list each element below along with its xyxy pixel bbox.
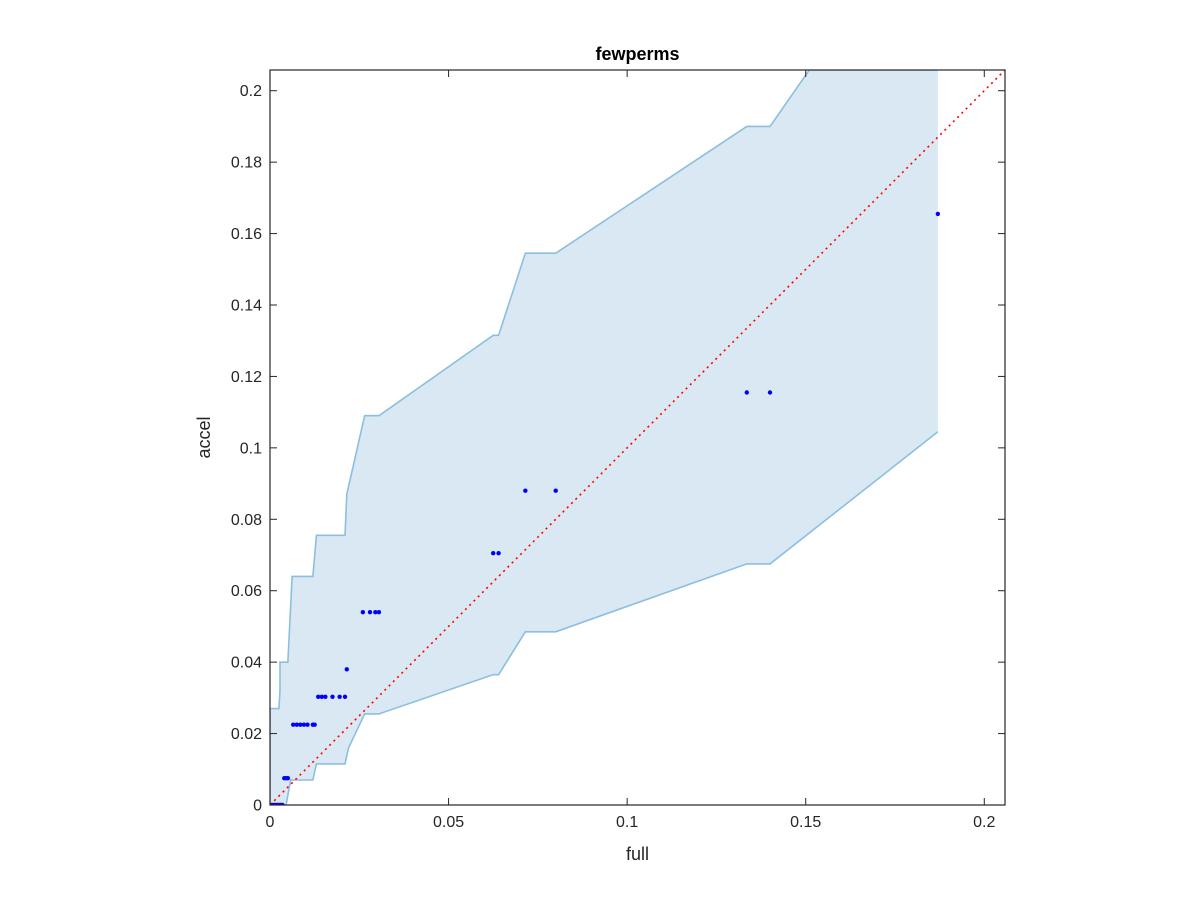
data-point xyxy=(298,722,303,727)
y-tick-label: 0 xyxy=(253,798,262,815)
data-point xyxy=(367,609,373,615)
data-point xyxy=(301,722,307,727)
x-tick-label: 0 xyxy=(266,814,275,831)
x-tick-label: 0.15 xyxy=(790,814,821,831)
y-tick-label: 0.16 xyxy=(231,226,262,243)
x-tick-label: 0.05 xyxy=(433,814,464,831)
x-tick-label: 0.1 xyxy=(616,814,638,831)
data-point xyxy=(319,694,324,699)
y-tick-label: 0.1 xyxy=(240,440,262,457)
plot-area xyxy=(270,70,1005,805)
chart-title: fewperms xyxy=(595,44,679,64)
data-point xyxy=(312,722,317,727)
data-point xyxy=(342,694,348,699)
data-point xyxy=(285,776,291,781)
x-tick-label: 0.2 xyxy=(973,814,995,831)
tick-marks xyxy=(269,70,1005,806)
axes-box xyxy=(269,69,1006,806)
data-point xyxy=(553,488,558,493)
data-point xyxy=(323,694,328,699)
band-upper-edge xyxy=(270,70,938,710)
y-tick-label: 0.2 xyxy=(240,83,262,100)
band-lower-edge xyxy=(270,431,939,805)
data-point xyxy=(344,667,349,672)
data-point xyxy=(291,722,296,727)
data-point xyxy=(316,694,321,699)
data-point xyxy=(360,609,366,615)
y-tick-label: 0.18 xyxy=(231,155,262,172)
confidence-band-fill xyxy=(270,70,938,805)
data-point xyxy=(744,390,749,395)
data-point xyxy=(496,551,501,556)
y-tick-label: 0.14 xyxy=(231,298,262,315)
data-point xyxy=(330,694,335,699)
axes xyxy=(269,69,1006,806)
y-tick-label: 0.04 xyxy=(231,655,262,672)
data-point xyxy=(337,694,342,699)
y-axis-label: accel xyxy=(194,416,214,458)
data-point xyxy=(523,488,528,493)
data-point xyxy=(305,722,310,727)
y-tick-label: 0.12 xyxy=(231,369,262,386)
data-point xyxy=(376,609,382,615)
y-tick-label: 0.08 xyxy=(231,512,262,529)
data-point xyxy=(294,722,299,727)
x-axis-label: full xyxy=(626,844,649,864)
y-tick-label: 0.02 xyxy=(231,726,262,743)
data-point xyxy=(373,609,378,615)
data-point xyxy=(935,211,941,217)
data-point xyxy=(767,390,773,395)
y-tick-label: 0.06 xyxy=(231,583,262,600)
data-point xyxy=(491,551,496,556)
